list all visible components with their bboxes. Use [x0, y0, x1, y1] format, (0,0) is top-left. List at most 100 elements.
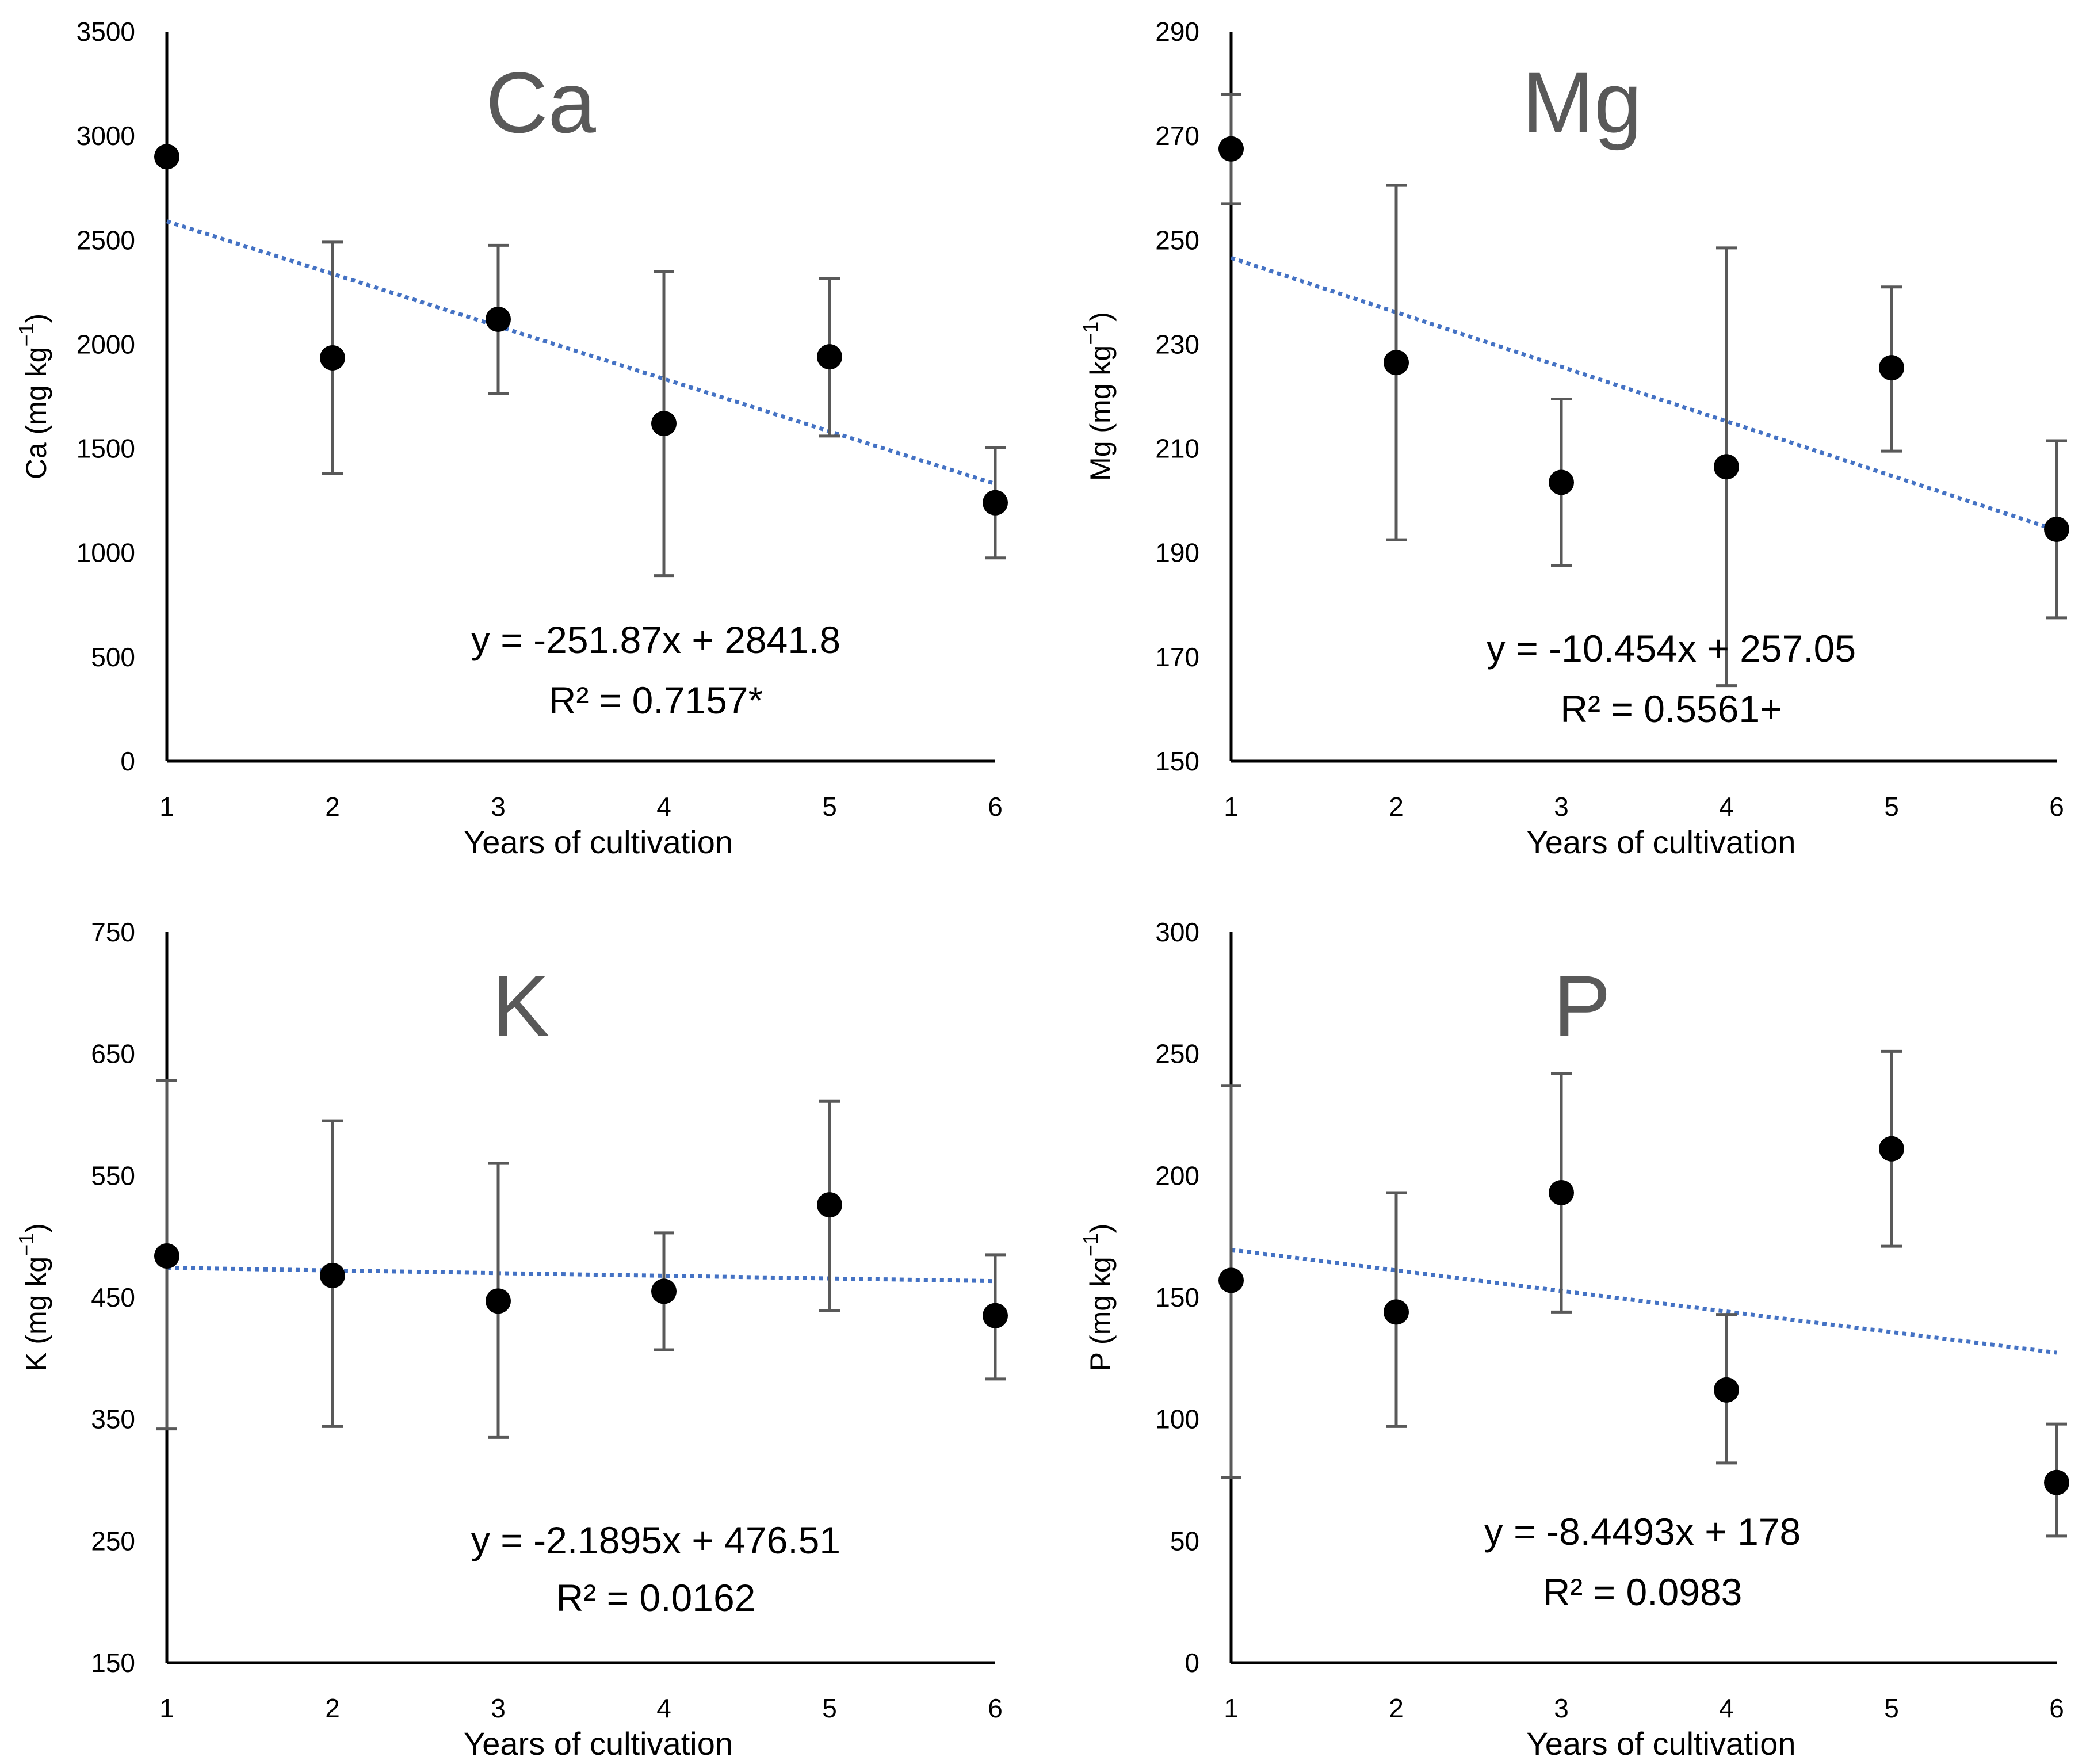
data-point — [320, 345, 345, 371]
y-tick-label: 250 — [1155, 1039, 1199, 1069]
x-tick-label: 5 — [822, 1693, 837, 1723]
regression-equation: y = -8.4493x + 178 — [1484, 1510, 1801, 1553]
data-point — [1218, 1267, 1244, 1293]
y-tick-label: 550 — [91, 1160, 135, 1190]
x-tick-label: 5 — [1884, 792, 1899, 822]
r-squared: R² = 0.7157* — [549, 679, 763, 721]
data-point — [486, 1288, 511, 1314]
x-tick-label: 3 — [1554, 1693, 1569, 1723]
data-point — [1549, 469, 1574, 495]
y-axis-label-close: ) — [20, 1223, 52, 1233]
x-tick-label: 5 — [822, 792, 837, 822]
x-tick-label: 3 — [1554, 792, 1569, 822]
data-point — [1384, 350, 1409, 376]
y-tick-label: 1000 — [77, 538, 135, 568]
trendline — [1231, 1247, 2057, 1355]
y-tick-label: 290 — [1155, 17, 1199, 47]
y-tick-label: 50 — [1170, 1526, 1199, 1556]
y-tick-label: 3000 — [77, 121, 135, 151]
data-point — [154, 1243, 179, 1269]
x-tick-label: 1 — [159, 1693, 174, 1723]
r-squared: R² = 0.0983 — [1543, 1571, 1743, 1613]
data-point — [651, 1278, 677, 1304]
y-tick-label: 1500 — [77, 434, 135, 464]
data-point — [1384, 1299, 1409, 1325]
x-axis-label: Years of cultivation — [1527, 1725, 1796, 1762]
y-tick-label: 170 — [1155, 642, 1199, 672]
panel-title: K — [492, 957, 549, 1054]
y-axis-label-main: K (mg kg — [20, 1257, 52, 1372]
data-point — [983, 1303, 1008, 1328]
y-axis-label-exponent: −1 — [14, 323, 38, 346]
r-squared: R² = 0.0162 — [556, 1576, 756, 1619]
data-point — [2044, 516, 2069, 542]
data-point — [2044, 1469, 2069, 1495]
y-tick-label: 350 — [91, 1404, 135, 1434]
data-point — [983, 490, 1008, 516]
x-tick-label: 2 — [1389, 792, 1404, 822]
data-point — [1549, 1179, 1574, 1205]
x-tick-label: 3 — [491, 792, 506, 822]
y-tick-label: 0 — [1185, 1648, 1199, 1678]
data-point — [320, 1262, 345, 1288]
x-axis-label: Years of cultivation — [464, 1725, 733, 1762]
r-squared: R² = 0.5561+ — [1560, 688, 1782, 730]
y-tick-label: 230 — [1155, 329, 1199, 359]
y-tick-label: 210 — [1155, 434, 1199, 464]
y-axis-label-exponent: −1 — [14, 1233, 38, 1257]
trendline — [1230, 255, 2058, 532]
y-tick-label: 150 — [1155, 1282, 1199, 1312]
y-axis-label-close: ) — [1084, 1224, 1117, 1234]
y-tick-label: 150 — [91, 1648, 135, 1678]
x-tick-label: 1 — [159, 792, 174, 822]
y-axis-label-main: P (mg kg — [1084, 1257, 1117, 1371]
y-axis-label: Ca (mg kg−1) — [14, 314, 52, 479]
trendline — [166, 1266, 996, 1284]
y-axis-label: Mg (mg kg−1) — [1079, 312, 1117, 481]
data-point — [1879, 1136, 1904, 1162]
x-tick-label: 2 — [325, 792, 340, 822]
y-axis-label: P (mg kg−1) — [1079, 1224, 1117, 1372]
panel-title: P — [1553, 957, 1611, 1054]
y-axis-label-close: ) — [20, 314, 52, 323]
data-point — [486, 306, 511, 332]
y-tick-label: 750 — [91, 917, 135, 947]
x-tick-label: 6 — [988, 792, 1003, 822]
y-tick-label: 2000 — [77, 329, 135, 359]
x-axis-label: Years of cultivation — [464, 824, 733, 860]
y-axis-label-exponent: −1 — [1079, 1233, 1102, 1257]
x-tick-label: 1 — [1224, 1693, 1239, 1723]
x-tick-label: 4 — [656, 1693, 671, 1723]
x-tick-label: 2 — [325, 1693, 340, 1723]
data-point — [154, 144, 179, 170]
y-tick-label: 190 — [1155, 538, 1199, 568]
x-axis-label: Years of cultivation — [1527, 824, 1796, 860]
y-tick-label: 2500 — [77, 225, 135, 255]
y-tick-label: 250 — [1155, 225, 1199, 255]
data-point — [1714, 454, 1739, 480]
x-tick-label: 4 — [1719, 792, 1734, 822]
regression-equation: y = -10.454x + 257.05 — [1487, 627, 1856, 670]
y-tick-label: 250 — [91, 1526, 135, 1556]
x-tick-label: 6 — [988, 1693, 1003, 1723]
data-point — [1714, 1377, 1739, 1403]
y-axis-label-main: Ca (mg kg — [20, 347, 52, 480]
y-tick-label: 3500 — [77, 17, 135, 47]
x-tick-label: 1 — [1224, 792, 1239, 822]
regression-equation: y = -251.87x + 2841.8 — [471, 618, 840, 661]
y-tick-label: 270 — [1155, 121, 1199, 151]
y-tick-label: 100 — [1155, 1404, 1199, 1434]
y-tick-label: 500 — [91, 642, 135, 672]
y-tick-label: 0 — [120, 746, 135, 776]
y-axis-label: K (mg kg−1) — [14, 1223, 52, 1372]
y-tick-label: 450 — [91, 1282, 135, 1312]
trendline — [166, 219, 996, 486]
x-tick-label: 6 — [2049, 792, 2064, 822]
y-tick-label: 300 — [1155, 917, 1199, 947]
x-tick-label: 4 — [656, 792, 671, 822]
y-axis-label-main: Mg (mg kg — [1084, 345, 1117, 481]
regression-equation: y = -2.1895x + 476.51 — [471, 1519, 840, 1561]
x-tick-label: 3 — [491, 1693, 506, 1723]
data-point — [817, 1192, 842, 1218]
